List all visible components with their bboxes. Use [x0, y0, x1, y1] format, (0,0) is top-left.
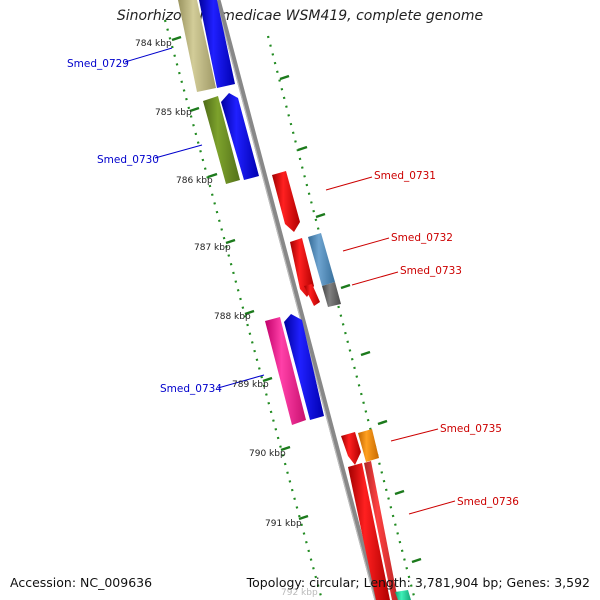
tick-label: 786 kbp	[176, 176, 213, 186]
gene-label-smed-0733[interactable]: Smed_0733	[400, 265, 462, 277]
gene-smed-0732-shape	[290, 238, 314, 297]
tick-label: 789 kbp	[232, 380, 269, 390]
genome-summary-text: Topology: circular; Length: 3,781,904 bp…	[246, 575, 590, 590]
tick-label: 787 kbp	[194, 243, 231, 253]
gene-label-smed-0732[interactable]: Smed_0732	[391, 232, 453, 244]
gene-label-smed-0736[interactable]: Smed_0736	[457, 496, 519, 508]
feature-steel	[308, 233, 335, 286]
gene-smed-0731-shape	[272, 171, 300, 232]
gene-smed-0736-shape	[348, 463, 390, 600]
callout-lines	[124, 47, 456, 515]
feature-orange	[358, 429, 379, 462]
accession-text: Accession: NC_009636	[10, 575, 153, 590]
tick-label: 785 kbp	[155, 108, 192, 118]
feature-red-small	[304, 284, 320, 306]
right-tick-marks	[279, 74, 422, 564]
tick-label: 784 kbp	[135, 39, 172, 49]
gene-label-smed-0735[interactable]: Smed_0735	[440, 423, 502, 435]
gene-smed-0733-shape	[322, 282, 341, 307]
gene-smed-0734-shape	[284, 314, 324, 420]
tick-label: 788 kbp	[214, 312, 251, 322]
feature-olive-top	[178, 0, 216, 92]
feature-teal	[395, 590, 411, 600]
feature-red-lower	[364, 461, 398, 600]
gene-label-smed-0731[interactable]: Smed_0731	[374, 170, 436, 182]
gene-label-smed-0729[interactable]: Smed_0729	[67, 58, 129, 70]
gene-labels: Smed_0729 Smed_0730 Smed_0731 Smed_0732 …	[67, 58, 519, 508]
left-tick-marks	[171, 35, 309, 521]
gene-smed-0735-shape	[341, 432, 361, 465]
left-guide-track	[163, 19, 324, 600]
tick-label: 792 kbp	[281, 588, 318, 598]
features	[178, 0, 411, 600]
tick-label: 791 kbp	[265, 519, 302, 529]
gene-label-smed-0734[interactable]: Smed_0734	[160, 383, 222, 395]
gene-smed-0730-shape	[221, 93, 259, 180]
genome-backbone-highlight	[215, 0, 376, 600]
feature-green	[203, 96, 240, 184]
feature-magenta	[265, 317, 306, 425]
tick-labels: 784 kbp 785 kbp 786 kbp 787 kbp 788 kbp …	[135, 39, 318, 598]
genome-backbone	[215, 0, 380, 600]
gene-label-smed-0730[interactable]: Smed_0730	[97, 154, 159, 166]
feature-blue-top	[199, 0, 235, 88]
tick-label: 790 kbp	[249, 449, 286, 459]
